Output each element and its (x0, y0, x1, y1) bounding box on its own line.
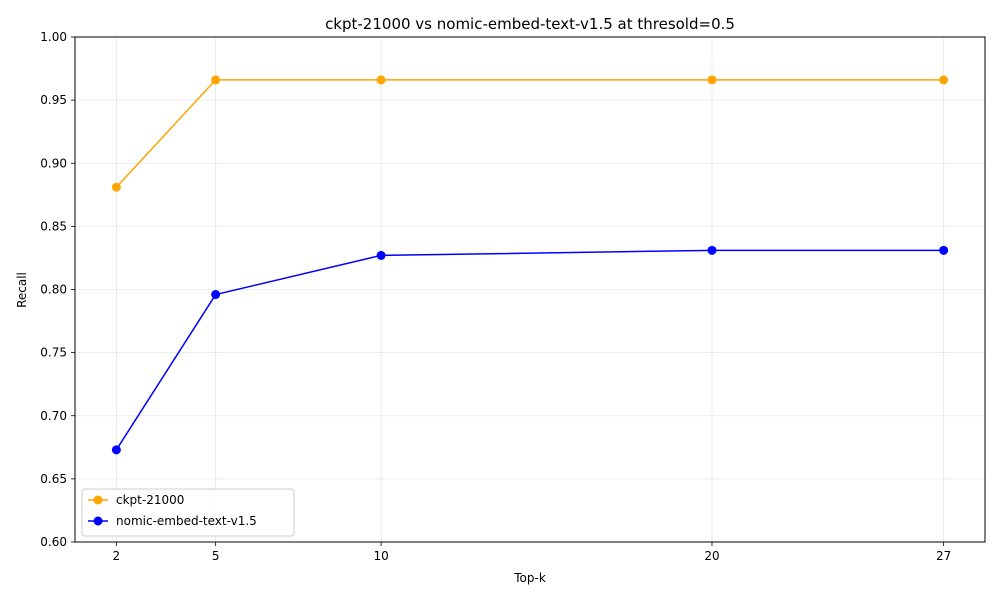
series-group (111, 75, 949, 455)
data-point (211, 290, 221, 300)
x-tick-label: 27 (936, 549, 951, 563)
y-axis-label: Recall (15, 272, 29, 308)
x-tick-label: 10 (373, 549, 388, 563)
y-tick-label: 0.65 (40, 472, 67, 486)
data-point (376, 250, 386, 260)
x-axis-label: Top-k (513, 571, 546, 585)
y-tick-label: 0.70 (40, 409, 67, 423)
legend: ckpt-21000 nomic-embed-text-v1.5 (81, 488, 295, 537)
y-tick-label: 0.85 (40, 219, 67, 233)
y-axis-ticks: 0.60 0.65 0.70 0.75 0.80 0.85 0.90 0.95 1.00 (40, 30, 75, 549)
y-tick-label: 0.60 (40, 535, 67, 549)
x-tick-label: 20 (704, 549, 719, 563)
series-line (115, 249, 944, 451)
series-line (115, 79, 944, 188)
data-point (707, 245, 717, 255)
legend-label: ckpt-21000 (116, 493, 184, 507)
chart-title: ckpt-21000 vs nomic-embed-text-v1.5 at t… (325, 15, 735, 33)
data-point (939, 75, 949, 85)
y-tick-label: 0.90 (40, 156, 67, 170)
y-tick-label: 1.00 (40, 30, 67, 44)
y-tick-label: 0.75 (40, 346, 67, 360)
x-axis-ticks: 2 5 10 20 27 (113, 542, 951, 563)
series-0 (111, 75, 949, 192)
legend-marker (93, 516, 103, 526)
data-point (111, 182, 121, 192)
y-tick-label: 0.95 (40, 93, 67, 107)
data-point (211, 75, 221, 85)
legend-label: nomic-embed-text-v1.5 (116, 514, 257, 528)
data-point (939, 245, 949, 255)
series-1 (111, 245, 949, 455)
y-tick-label: 0.80 (40, 283, 67, 297)
data-point (376, 75, 386, 85)
data-point (111, 445, 121, 455)
grid-lines (75, 36, 985, 543)
data-point (707, 75, 717, 85)
x-tick-label: 5 (212, 549, 220, 563)
legend-box (81, 488, 295, 537)
x-tick-label: 2 (113, 549, 121, 563)
legend-marker (93, 495, 103, 505)
